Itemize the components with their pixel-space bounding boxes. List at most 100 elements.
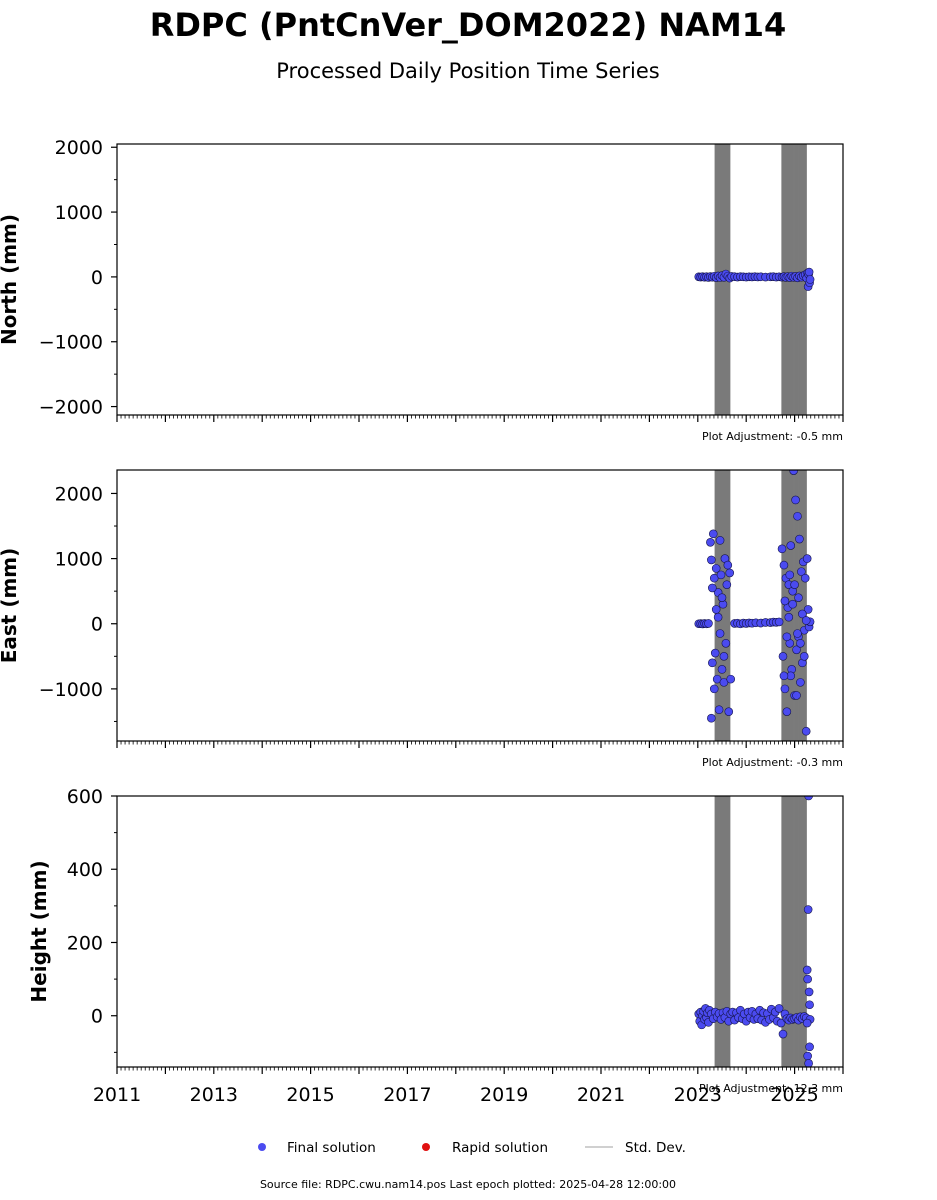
y-tick-label: 400 bbox=[67, 859, 103, 881]
x-tick-label: 2021 bbox=[577, 1084, 625, 1106]
data-point bbox=[789, 470, 798, 475]
panel-east: −1000 0 1000 2000 East (mm) Plot Adjustment: … bbox=[0, 469, 844, 769]
data-point bbox=[706, 538, 715, 547]
y-tick-label: −1000 bbox=[39, 679, 103, 701]
data-point bbox=[708, 658, 717, 668]
data-point bbox=[796, 638, 805, 648]
data-point bbox=[713, 612, 723, 622]
data-point bbox=[707, 555, 716, 565]
data-point bbox=[802, 1018, 812, 1028]
legend-std-label: Std. Dev. bbox=[625, 1140, 686, 1156]
legend-final-label: Final solution bbox=[287, 1140, 376, 1156]
plot-area-height bbox=[694, 796, 815, 1067]
x-tick-label: 2025 bbox=[770, 1084, 818, 1106]
y-axis-label-east: East (mm) bbox=[0, 548, 21, 664]
data-point bbox=[786, 541, 796, 550]
y-tick-label: 0 bbox=[91, 614, 103, 636]
y-tick-label: 0 bbox=[91, 267, 103, 289]
data-point bbox=[704, 619, 713, 628]
data-point bbox=[708, 529, 718, 539]
data-point bbox=[711, 564, 721, 573]
data-point bbox=[794, 593, 803, 602]
data-point bbox=[796, 678, 805, 687]
legend-rapid-marker bbox=[422, 1143, 430, 1151]
data-point bbox=[779, 560, 789, 570]
data-point bbox=[780, 596, 790, 606]
data-point bbox=[798, 609, 807, 619]
x-tick-label: 2015 bbox=[286, 1084, 334, 1106]
data-point bbox=[722, 580, 732, 589]
y-axis-label-north: North (mm) bbox=[0, 214, 21, 345]
x-tick-label: 2019 bbox=[480, 1084, 528, 1106]
data-point bbox=[778, 1029, 788, 1039]
x-tick-label: 2017 bbox=[383, 1084, 431, 1106]
data-point bbox=[791, 495, 800, 505]
plot-adjustment-height: Plot Adjustment: 12.3 mm bbox=[699, 1082, 843, 1095]
data-point bbox=[716, 570, 726, 580]
y-tick-label: 2000 bbox=[55, 483, 103, 505]
data-point bbox=[784, 612, 794, 622]
data-point bbox=[801, 726, 811, 736]
figure-title: RDPC (PntCnVer_DOM2022) NAM14 bbox=[150, 6, 787, 44]
data-point bbox=[774, 1004, 784, 1013]
data-point bbox=[804, 987, 814, 997]
data-point bbox=[804, 796, 813, 801]
data-point bbox=[802, 965, 812, 975]
data-point bbox=[792, 645, 801, 655]
data-point bbox=[725, 568, 735, 578]
data-point bbox=[778, 652, 788, 661]
plot-area-east bbox=[694, 470, 815, 741]
data-point bbox=[804, 1059, 813, 1067]
x-axis-labels: 2011 2013 2015 2017 2019 2021 2023 2025 bbox=[93, 1084, 819, 1106]
data-point bbox=[805, 1000, 814, 1010]
data-point bbox=[803, 974, 812, 984]
plot-area-north bbox=[694, 144, 815, 415]
data-point bbox=[780, 684, 790, 694]
data-point bbox=[779, 671, 789, 681]
y-tick-label: 200 bbox=[67, 932, 103, 954]
data-point bbox=[788, 599, 797, 609]
data-point bbox=[726, 674, 736, 684]
data-point bbox=[790, 580, 799, 589]
data-point bbox=[803, 905, 813, 914]
data-point bbox=[724, 707, 734, 716]
data-point bbox=[708, 583, 717, 593]
data-point bbox=[774, 617, 784, 627]
data-point bbox=[804, 267, 814, 277]
x-tick-label: 2011 bbox=[93, 1084, 141, 1106]
plot-frame bbox=[116, 795, 844, 1068]
y-tick-label: 600 bbox=[67, 786, 103, 808]
figure-subtitle: Processed Daily Position Time Series bbox=[276, 59, 660, 83]
data-point bbox=[714, 705, 724, 715]
data-point bbox=[805, 1042, 814, 1052]
legend-final-marker bbox=[258, 1143, 266, 1151]
data-point bbox=[793, 629, 802, 638]
data-point bbox=[777, 544, 787, 554]
plot-frame bbox=[116, 469, 844, 742]
panel-height: 0 200 400 600 Height (mm) Plot Adjustment: 12… bbox=[27, 786, 844, 1095]
data-point bbox=[792, 691, 801, 700]
data-point bbox=[785, 570, 795, 580]
data-point bbox=[717, 593, 727, 602]
plot-adjustment-east: Plot Adjustment: -0.3 mm bbox=[702, 756, 843, 769]
data-point bbox=[801, 616, 811, 625]
data-point bbox=[715, 536, 725, 545]
y-tick-label: −2000 bbox=[39, 397, 103, 419]
data-point bbox=[800, 573, 810, 583]
plot-adjustment-north: Plot Adjustment: -0.5 mm bbox=[702, 430, 843, 443]
data-point bbox=[799, 652, 809, 661]
data-point bbox=[797, 567, 806, 576]
data-point bbox=[715, 629, 725, 638]
data-point bbox=[795, 534, 804, 544]
y-tick-label: −1000 bbox=[39, 332, 103, 354]
data-point bbox=[721, 638, 731, 648]
data-point bbox=[805, 275, 815, 284]
data-point bbox=[707, 713, 716, 723]
legend-rapid-label: Rapid solution bbox=[452, 1140, 548, 1156]
data-point bbox=[782, 707, 792, 716]
data-point bbox=[802, 554, 812, 563]
panel-north: −2000 −1000 0 1000 2000 North (mm) Plot Adjust… bbox=[0, 137, 844, 443]
y-tick-label: 2000 bbox=[55, 137, 103, 159]
